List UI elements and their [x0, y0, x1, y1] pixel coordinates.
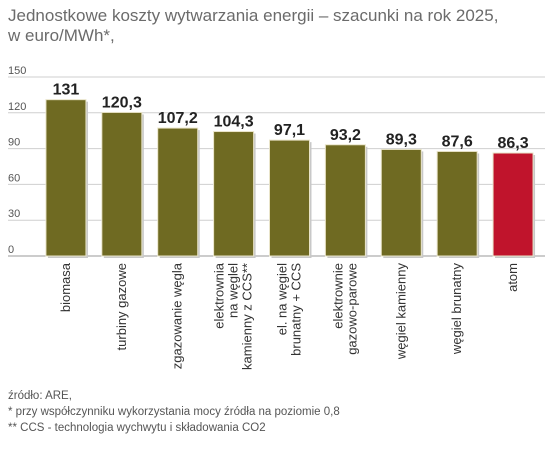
bar	[269, 139, 310, 257]
footnote-capacity-factor: * przy współczynniku wykorzystania mocy …	[8, 406, 340, 418]
bar	[213, 131, 255, 257]
category-label: węgiel brunatny	[449, 263, 464, 356]
data-label: 87,6	[442, 133, 473, 150]
bar	[324, 144, 366, 257]
y-tick-label: 0	[8, 244, 14, 256]
data-label: 107,2	[158, 110, 198, 127]
data-label: 131	[53, 82, 80, 99]
category-label: kamienny z CCS**	[240, 263, 255, 370]
bar	[45, 99, 87, 257]
data-label: 86,3	[497, 135, 528, 152]
data-label: 97,1	[274, 122, 305, 139]
category-label: el. na węgiel	[275, 263, 290, 335]
chart-title-line-1: Jednostkowe koszty wytwarzania energii –…	[8, 6, 499, 25]
bar-chart: 0 30 60 90 120 150 131 biomasa 120,3 turbiny gazo…	[8, 65, 545, 370]
bar	[436, 150, 478, 257]
y-tick-label: 90	[8, 137, 20, 149]
data-label: 104,3	[214, 114, 254, 131]
category-label: brunatny + CCS	[289, 263, 304, 356]
data-label: 120,3	[102, 94, 142, 111]
y-tick-label: 60	[8, 172, 20, 184]
category-label: na węglel	[226, 263, 241, 318]
data-label: 89,3	[386, 131, 417, 148]
chart-title-line-2: w euro/MWh*,	[8, 26, 115, 45]
source-note: źródło: ARE,	[8, 390, 72, 402]
category-label: zgazowanie węgla	[170, 262, 185, 369]
data-label: 93,2	[330, 127, 361, 144]
y-tick-label: 30	[8, 208, 20, 220]
category-label: elektrownie	[330, 263, 345, 329]
category-label: atom	[505, 263, 520, 292]
category-label: biomasa	[58, 262, 73, 312]
footnote-ccs: ** CCS - technologia wychwytu i składowa…	[8, 422, 266, 434]
chart-title: Jednostkowe koszty wytwarzania energii –…	[8, 6, 543, 46]
bar	[492, 152, 534, 257]
y-tick-label: 120	[8, 101, 26, 113]
bar	[380, 148, 422, 257]
bar	[157, 127, 199, 257]
category-label: elektrownia	[212, 262, 227, 329]
category-label: turbiny gazowe	[114, 263, 129, 350]
category-label: węgiel kamienny	[393, 263, 408, 361]
bar	[101, 111, 143, 257]
category-label: gazowo-parowe	[344, 263, 359, 355]
y-tick-label: 150	[8, 65, 26, 77]
footnotes: źródło: ARE, * przy współczynniku wykorz…	[8, 388, 543, 436]
